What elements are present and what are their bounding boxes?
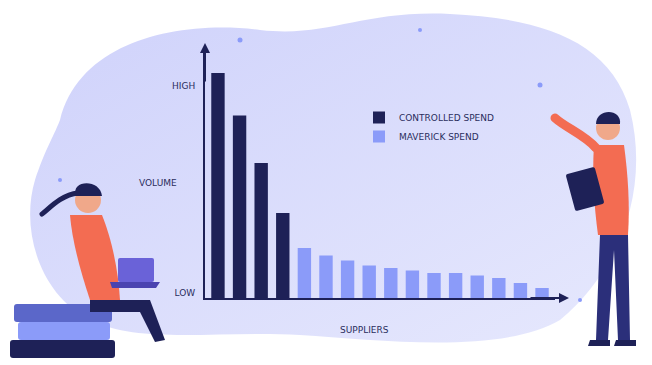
svg-text:CONTROLLED SPEND: CONTROLLED SPEND [399,113,494,123]
svg-text:VOLUME: VOLUME [139,178,177,188]
svg-text:SUPPLIERS: SUPPLIERS [340,325,389,335]
svg-text:MAVERICK SPEND: MAVERICK SPEND [399,132,479,142]
svg-text:LOW: LOW [175,288,196,298]
svg-text:HIGH: HIGH [172,81,195,91]
